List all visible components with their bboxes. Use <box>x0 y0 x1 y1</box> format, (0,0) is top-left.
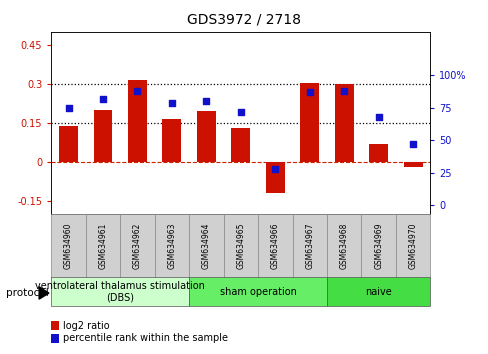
Text: log2 ratio: log2 ratio <box>63 320 109 331</box>
Text: GSM634966: GSM634966 <box>270 223 279 269</box>
Point <box>340 88 347 94</box>
Text: naive: naive <box>365 287 391 297</box>
Text: sham operation: sham operation <box>219 287 296 297</box>
Point <box>168 100 176 105</box>
Bar <box>85 214 120 278</box>
Bar <box>326 277 429 306</box>
Bar <box>189 214 223 278</box>
Bar <box>51 277 189 306</box>
Text: GDS3972 / 2718: GDS3972 / 2718 <box>187 12 301 27</box>
Bar <box>292 214 326 278</box>
Text: GSM634965: GSM634965 <box>236 223 245 269</box>
Text: percentile rank within the sample: percentile rank within the sample <box>63 333 227 343</box>
Point <box>99 96 107 102</box>
Point <box>202 98 210 104</box>
Bar <box>162 119 181 162</box>
Bar <box>403 162 422 167</box>
Point <box>408 142 416 147</box>
Bar <box>128 80 147 162</box>
Bar <box>189 277 326 306</box>
Text: protocol: protocol <box>6 288 48 298</box>
Bar <box>395 214 429 278</box>
Text: GSM634962: GSM634962 <box>133 223 142 269</box>
Text: GSM634960: GSM634960 <box>64 223 73 269</box>
Bar <box>197 111 215 162</box>
Bar <box>326 214 361 278</box>
Bar <box>334 84 353 162</box>
Bar <box>120 214 154 278</box>
Bar <box>51 214 85 278</box>
Point <box>374 114 382 120</box>
Bar <box>231 128 250 162</box>
Text: GSM634964: GSM634964 <box>202 223 210 269</box>
Text: GSM634967: GSM634967 <box>305 223 314 269</box>
Bar <box>93 110 112 162</box>
Bar <box>265 162 284 193</box>
Bar <box>368 144 387 162</box>
Bar <box>258 214 292 278</box>
Bar <box>361 214 395 278</box>
Point <box>236 109 244 115</box>
Point <box>305 89 313 95</box>
Text: GSM634970: GSM634970 <box>408 223 417 269</box>
Point <box>64 105 72 111</box>
Text: GSM634961: GSM634961 <box>98 223 107 269</box>
Text: GSM634969: GSM634969 <box>373 223 383 269</box>
Bar <box>154 214 189 278</box>
Bar <box>59 126 78 162</box>
Bar <box>223 214 258 278</box>
Text: GSM634963: GSM634963 <box>167 223 176 269</box>
Text: GSM634968: GSM634968 <box>339 223 348 269</box>
Polygon shape <box>39 287 49 299</box>
Bar <box>300 82 319 162</box>
Text: ventrolateral thalamus stimulation
(DBS): ventrolateral thalamus stimulation (DBS) <box>35 281 205 303</box>
Point <box>133 88 141 94</box>
Point <box>271 166 279 172</box>
